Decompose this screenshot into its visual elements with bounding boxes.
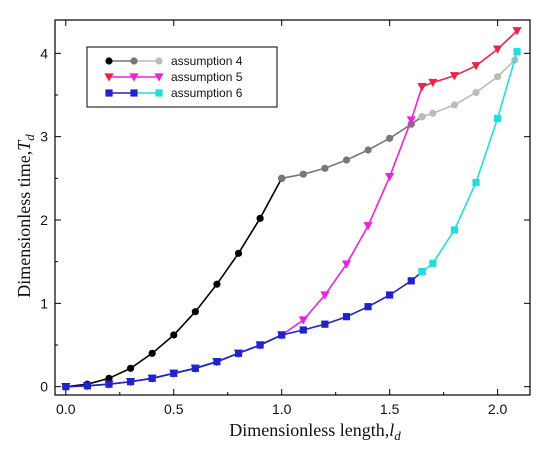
data-point [364, 146, 372, 154]
plot-frame [54, 19, 531, 396]
data-point [256, 341, 264, 349]
data-point [429, 109, 437, 117]
y-tick-label: 3 [40, 129, 48, 145]
legend-marker [155, 89, 163, 97]
y-tick-label: 0 [40, 379, 48, 395]
x-tick-label: 2.0 [488, 401, 508, 417]
y-axis-title-text: Dimensionless time, [14, 151, 34, 298]
legend: assumption 4 assumption 5 assumption 6 [86, 46, 278, 108]
data-point [105, 374, 113, 382]
data-point [148, 374, 156, 382]
series-line [421, 51, 518, 273]
data-point [364, 303, 372, 311]
data-point [298, 316, 308, 325]
x-tick-label: 0.5 [164, 401, 184, 417]
data-point [407, 277, 415, 285]
data-point [429, 259, 437, 267]
data-point [148, 349, 156, 357]
data-point [512, 27, 522, 36]
data-point [234, 249, 243, 257]
data-point [320, 291, 330, 300]
legend-marker [129, 73, 139, 82]
data-point [256, 214, 264, 222]
y-axis-title-sub: d [22, 134, 37, 141]
data-point [363, 222, 373, 231]
data-point [83, 382, 91, 390]
y-axis-title: Dimensionless time,Td [14, 134, 37, 298]
data-point [471, 62, 481, 71]
data-point [213, 280, 221, 288]
data-point [341, 260, 352, 269]
legend-label: assumption 5 [171, 70, 243, 84]
data-point [321, 164, 329, 172]
legend-marker [105, 89, 113, 97]
x-axis-title: Dimensionless length,ld [229, 420, 401, 443]
data-point [472, 178, 480, 187]
data-point [278, 174, 286, 182]
data-point [234, 349, 243, 357]
data-point [299, 170, 307, 178]
y-axis-title-var: T [14, 139, 34, 151]
series-line [281, 116, 423, 180]
data-point [342, 156, 351, 164]
data-point [450, 101, 459, 109]
legend-marker [104, 73, 114, 82]
y-tick-label: 2 [40, 212, 48, 228]
series-line [65, 177, 283, 388]
data-point [417, 82, 427, 92]
data-point [386, 134, 394, 142]
data-point [493, 45, 503, 54]
legend-label: assumption 4 [171, 54, 243, 68]
series-3 [62, 48, 521, 391]
series-line [65, 334, 283, 388]
data-point [428, 78, 438, 88]
data-point [494, 73, 502, 81]
data-point [472, 88, 480, 97]
y-tick-label: 1 [40, 295, 48, 311]
data-point [170, 369, 178, 377]
data-point [105, 380, 113, 388]
data-point [126, 364, 135, 372]
data-point [450, 226, 459, 234]
x-axis-title-text: Dimensionless length, [229, 420, 389, 440]
data-point [513, 48, 521, 56]
series-1 [62, 56, 519, 391]
data-point [299, 326, 307, 334]
legend-marker [105, 57, 113, 65]
data-point [418, 113, 426, 121]
data-point [213, 358, 221, 366]
legend-marker [130, 89, 138, 97]
x-tick-label: 1.0 [272, 401, 292, 417]
legend-marker [130, 57, 138, 65]
y-tick-label: 4 [40, 45, 48, 61]
data-point [191, 308, 199, 316]
data-point [170, 331, 178, 339]
data-point [418, 268, 426, 276]
legend-marker [155, 57, 163, 65]
x-axis-title-var: l [389, 420, 394, 440]
data-point [62, 383, 70, 391]
data-point [321, 320, 329, 328]
legend-marker [154, 73, 164, 82]
data-point [191, 364, 199, 372]
series-line [65, 271, 423, 388]
legend-label: assumption 6 [171, 86, 243, 100]
data-point [406, 116, 416, 125]
x-axis-title-sub: d [394, 428, 401, 443]
series-line [281, 86, 423, 336]
data-point [278, 331, 286, 339]
data-point [126, 378, 135, 386]
x-tick-label: 0.0 [56, 401, 76, 417]
data-point [385, 172, 395, 182]
data-point [494, 114, 502, 122]
series-line [421, 30, 518, 88]
data-point [449, 72, 460, 81]
x-tick-label: 1.5 [380, 401, 400, 417]
data-point [342, 313, 351, 321]
data-point [386, 291, 394, 299]
